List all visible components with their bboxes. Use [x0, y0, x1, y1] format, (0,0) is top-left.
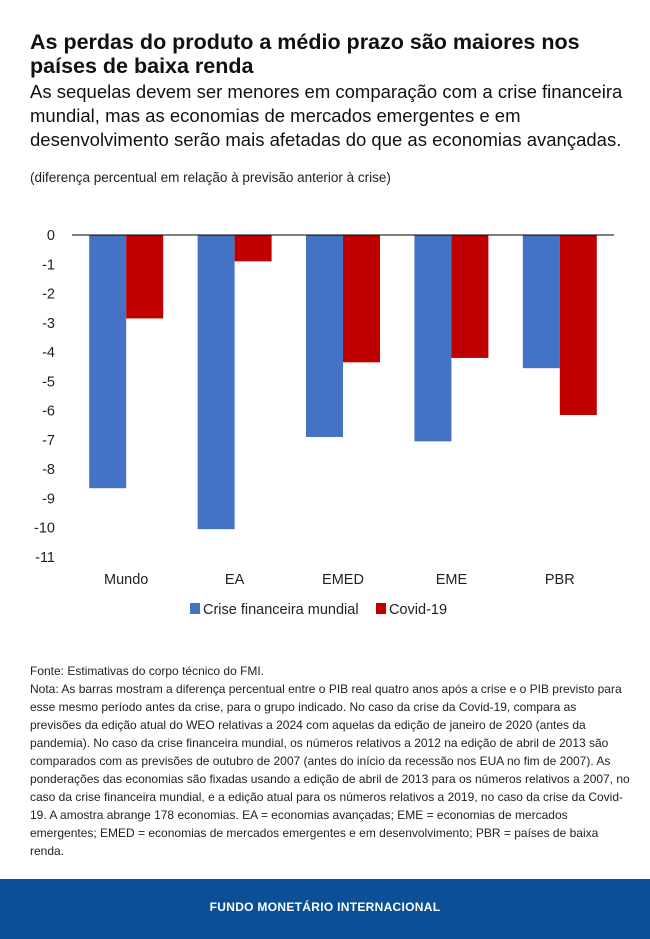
footnotes: Fonte: Estimativas do corpo técnico do F… [30, 662, 630, 860]
y-tick-label: -7 [42, 433, 55, 449]
y-tick-label: -6 [42, 404, 55, 420]
legend-label: Covid-19 [389, 602, 447, 618]
methodology-note: Nota: As barras mostram a diferença perc… [30, 682, 630, 858]
y-tick-label: -2 [42, 287, 55, 303]
footer-org-name: FUNDO MONETÁRIO INTERNACIONAL [209, 900, 441, 914]
bar [414, 235, 452, 442]
legend-swatch [190, 603, 200, 614]
y-tick-label: -3 [42, 316, 55, 332]
x-tick-label: EMED [322, 572, 364, 588]
y-tick-label: -5 [42, 374, 55, 390]
y-tick-label: -8 [42, 462, 55, 478]
source-note: Fonte: Estimativas do corpo técnico do F… [30, 664, 265, 678]
bar [343, 235, 380, 363]
y-tick-label: -4 [42, 345, 55, 361]
x-tick-label: EME [436, 572, 468, 588]
bar [126, 235, 164, 319]
chart-title: As perdas do produto a médio prazo são m… [30, 30, 580, 78]
bar [451, 235, 489, 358]
bar-chart: 0 -1 -2 -3 -4 -5 -6 -7 -8 -9 -10 -11 Mundo EA EMED EME P… [34, 228, 614, 618]
y-tick-label: -11 [35, 550, 55, 566]
x-tick-label: EA [225, 572, 245, 588]
chart-subtitle: As sequelas devem ser menores em compara… [30, 81, 623, 150]
bar [197, 235, 235, 530]
bar [306, 235, 343, 437]
y-tick-label: -9 [42, 491, 55, 507]
legend-swatch [376, 603, 386, 614]
x-tick-label: PBR [545, 572, 575, 588]
bar [522, 235, 560, 369]
legend-label: Crise financeira mundial [203, 602, 359, 618]
bar [559, 235, 597, 416]
y-tick-label: -10 [34, 521, 55, 537]
bar [234, 235, 272, 262]
units-label: (diferença percentual em relação à previ… [30, 170, 391, 185]
footer-bar: FUNDO MONETÁRIO INTERNACIONAL [0, 879, 650, 939]
y-tick-label: 0 [47, 228, 55, 244]
x-tick-label: Mundo [104, 572, 148, 588]
y-tick-label: -1 [42, 257, 55, 273]
bar [89, 235, 127, 489]
